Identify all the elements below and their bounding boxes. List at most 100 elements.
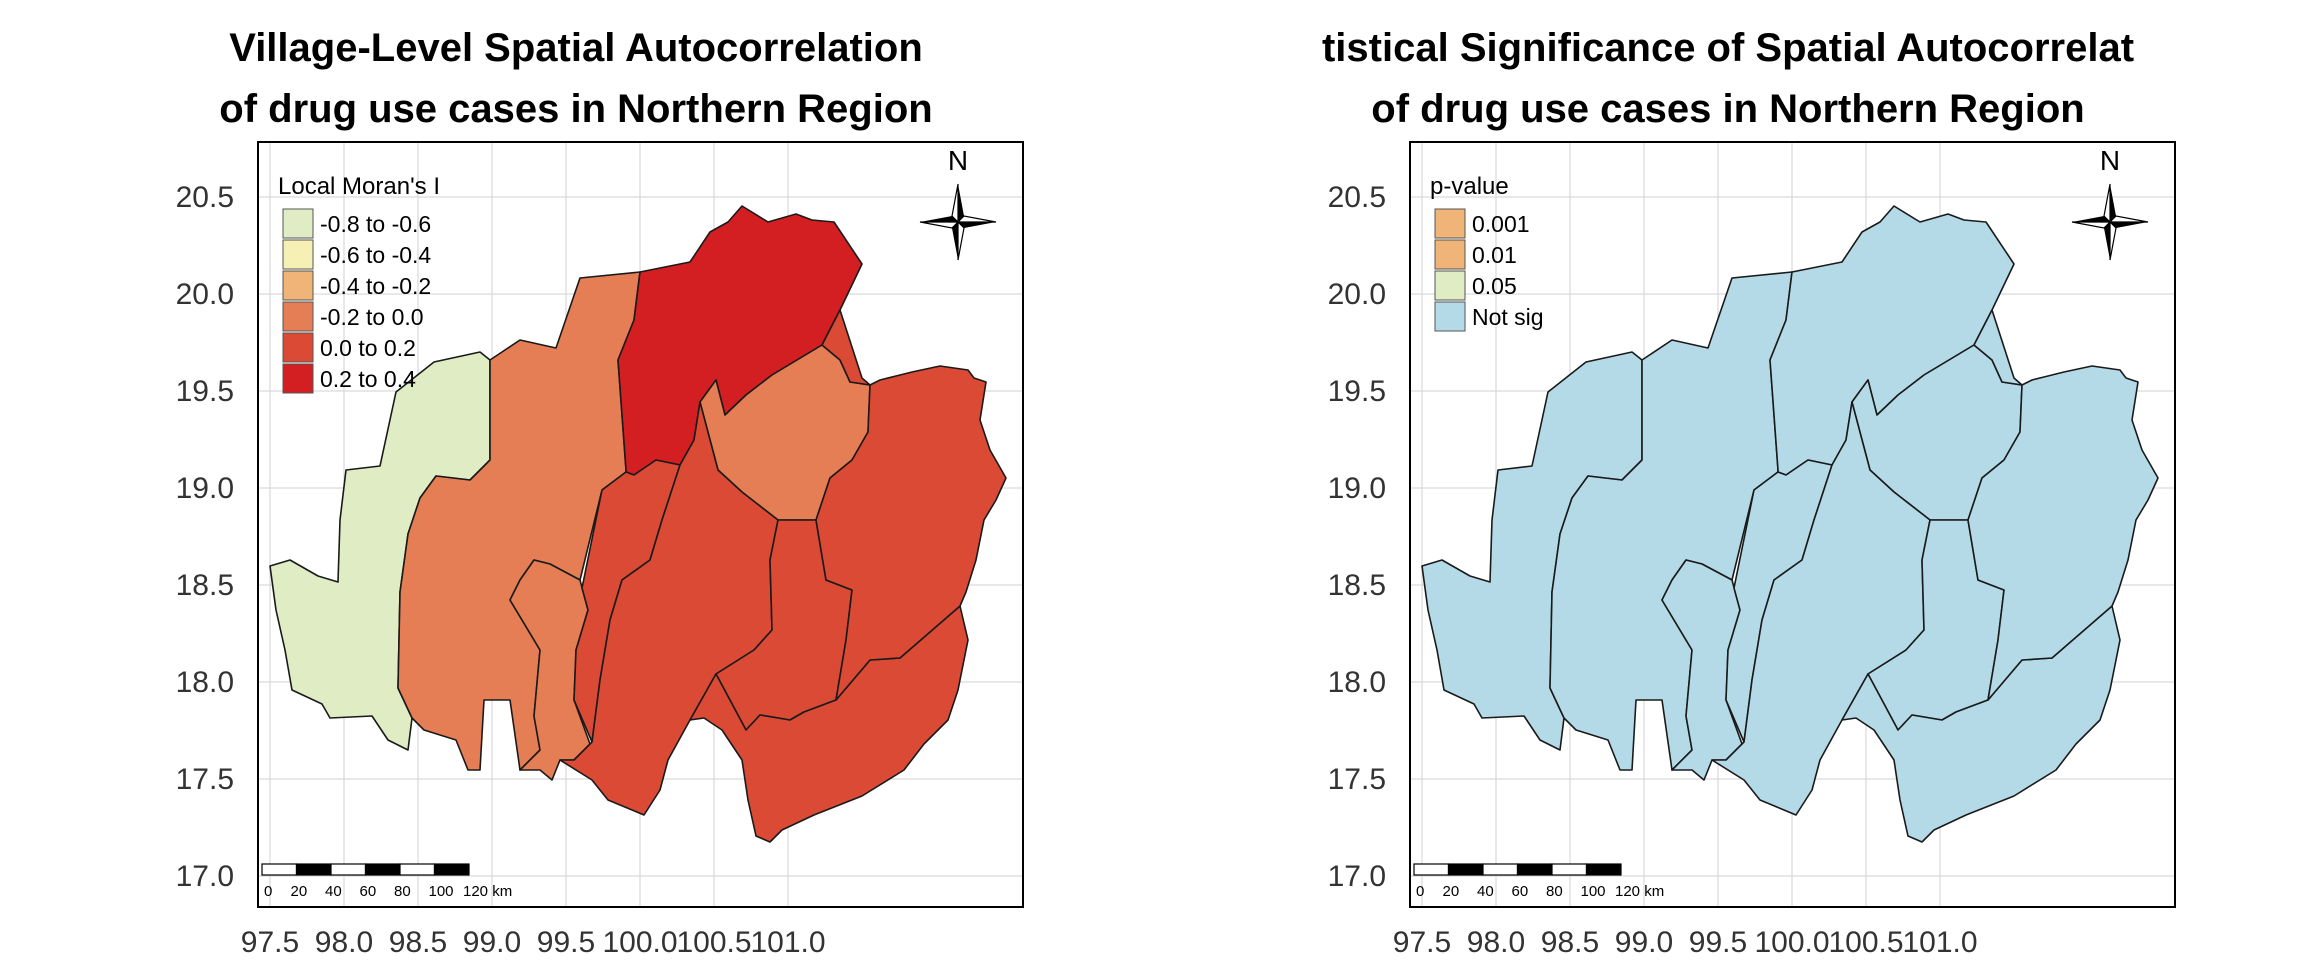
y-tick-label: 17.0 — [176, 860, 234, 893]
scale-bar-segment — [1516, 863, 1553, 876]
scale-bar-label: 20 — [291, 883, 308, 900]
legend-label: -0.4 to -0.2 — [320, 273, 431, 299]
y-tick-label: 20.5 — [1328, 181, 1386, 214]
x-tick-label: 97.5 — [1393, 926, 1451, 959]
legend: Local Moran's I -0.8 to -0.6 -0.6 to -0.4 -… — [278, 173, 440, 394]
legend-swatch — [1434, 270, 1466, 301]
scale-bar: 0 20 40 60 80 100 120 km — [1413, 863, 1664, 900]
scale-bar-label: 60 — [360, 883, 377, 900]
x-tick-label: 98.0 — [315, 926, 373, 959]
north-arrow-point — [2072, 216, 2110, 222]
x-tick-label: 97.5 — [241, 926, 299, 959]
y-tick-label: 20.0 — [1328, 278, 1386, 311]
x-tick-label: 98.5 — [1541, 926, 1599, 959]
y-tick-label: 17.5 — [176, 763, 234, 796]
panel-left: Village-Level Spatial Autocorrelation of… — [176, 26, 1024, 959]
north-arrow-icon: N — [919, 145, 997, 261]
scale-bar-label: 100 — [1581, 883, 1606, 900]
y-tick-label: 19.5 — [1328, 375, 1386, 408]
scale-bar-segment — [1585, 863, 1622, 876]
north-arrow-point — [2104, 222, 2110, 260]
scale-bar-segment — [1447, 863, 1484, 876]
legend-label: 0.001 — [1472, 211, 1530, 237]
north-arrow-point — [956, 215, 997, 223]
north-arrow-point — [919, 221, 960, 229]
y-tick-label: 18.0 — [1328, 666, 1386, 699]
x-tick-label: 99.5 — [537, 926, 595, 959]
legend-swatch — [282, 208, 314, 239]
scale-bar-label: 60 — [1512, 883, 1529, 900]
legend: p-value 0.001 0.01 0.05 Not sig — [1430, 173, 1544, 332]
y-tick-label: 19.0 — [176, 472, 234, 505]
north-arrow-point — [2110, 184, 2116, 222]
legend-swatch — [282, 239, 314, 270]
north-arrow-point — [2110, 222, 2148, 228]
plot-frame — [1409, 141, 2176, 908]
y-tick-label: 18.5 — [1328, 569, 1386, 602]
y-tick-label: 18.0 — [176, 666, 234, 699]
north-arrow-point — [2071, 221, 2112, 229]
scale-bar-label: 40 — [1477, 883, 1494, 900]
x-tick-label: 99.0 — [463, 926, 521, 959]
x-tick-label: 101.0 — [1902, 926, 1977, 959]
map-plot: Mae Hong SonChiang Mai WestChiang Mai Ce… — [1328, 141, 2176, 959]
y-tick-label: 19.0 — [1328, 472, 1386, 505]
scale-bar-segment — [399, 863, 436, 876]
region-layer: Mae Hong SonChiang Mai WestChiang Mai Ce… — [269, 205, 1007, 843]
chart-title-line2: of drug use cases in Northern Region — [1371, 87, 2085, 131]
legend-label: -0.6 to -0.4 — [320, 242, 431, 268]
region-nan: Nan — [1967, 309, 2159, 701]
plot-frame — [257, 141, 1024, 908]
legend-label: 0.2 to 0.4 — [320, 366, 416, 392]
chart-title-line2: of drug use cases in Northern Region — [219, 87, 933, 131]
region-uttaradit: Uttaradit — [689, 605, 969, 843]
scale-bar-label: 0 — [264, 883, 272, 900]
region-uttaradit: Uttaradit — [1841, 605, 2121, 843]
scale-bar-segment — [295, 863, 332, 876]
y-tick-label: 18.5 — [176, 569, 234, 602]
scale-bar-label: 0 — [1416, 883, 1424, 900]
x-tick-label: 101.0 — [750, 926, 825, 959]
y-tick-label: 20.0 — [176, 278, 234, 311]
scale-bar: 0 20 40 60 80 100 120 km — [261, 863, 512, 900]
x-tick-label: 100.5 — [676, 926, 751, 959]
x-tick-label: 99.5 — [1689, 926, 1747, 959]
scale-bar-segment — [1413, 863, 1450, 876]
scale-bar-segment — [1482, 863, 1519, 876]
x-tick-label: 100.0 — [1754, 926, 1829, 959]
north-arrow-icon: N — [2071, 145, 2149, 261]
scale-bar-label: 20 — [1443, 883, 1460, 900]
scale-bar-segment — [330, 863, 367, 876]
scale-bar-segment — [364, 863, 401, 876]
north-arrow-point — [920, 216, 958, 222]
y-tick-label: 17.0 — [1328, 860, 1386, 893]
x-tick-label: 100.5 — [1828, 926, 1903, 959]
legend-title: p-value — [1430, 173, 1509, 200]
x-tick-label: 99.0 — [1615, 926, 1673, 959]
north-arrow-point — [2108, 215, 2149, 223]
chart-title-line1: tistical Significance of Spatial Autocor… — [1321, 26, 2135, 70]
legend-swatch — [1434, 208, 1466, 239]
scale-bar-segment — [1551, 863, 1588, 876]
legend-label: 0.05 — [1472, 273, 1517, 299]
legend-label: -0.2 to 0.0 — [320, 304, 424, 330]
legend-swatch — [282, 301, 314, 332]
region-chiang-mai-west: Chiang Mai West — [1549, 271, 1793, 771]
region-layer: Mae Hong SonChiang Mai WestChiang Mai Ce… — [1421, 205, 2159, 843]
y-tick-label: 20.5 — [176, 181, 234, 214]
region-chiang-mai-west: Chiang Mai West — [397, 271, 641, 771]
legend-label: -0.8 to -0.6 — [320, 211, 431, 237]
y-tick-label: 17.5 — [1328, 763, 1386, 796]
legend-swatch — [282, 363, 314, 394]
legend-label: 0.01 — [1472, 242, 1517, 268]
legend-swatch — [282, 332, 314, 363]
scale-bar-label: 120 km — [463, 883, 512, 900]
scale-bar-label: 100 — [429, 883, 454, 900]
panel-right: tistical Significance of Spatial Autocor… — [1152, 0, 2304, 960]
scale-bar-segment — [261, 863, 298, 876]
y-tick-label: 19.5 — [176, 375, 234, 408]
x-tick-label: 98.0 — [1467, 926, 1525, 959]
legend-label: 0.0 to 0.2 — [320, 335, 416, 361]
region-nan: Nan — [815, 309, 1007, 701]
legend-swatch — [1434, 301, 1466, 332]
